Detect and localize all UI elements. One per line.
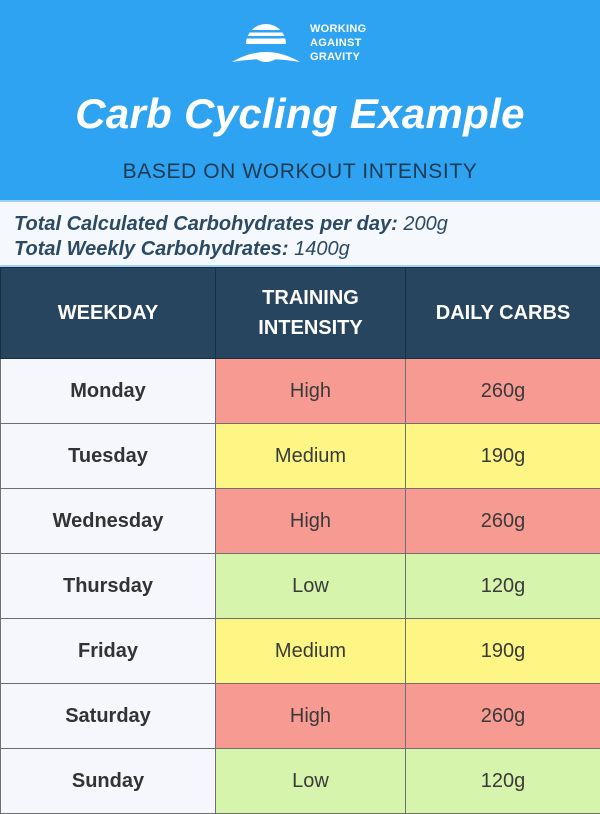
column-header-daily-carbs: DAILY CARBS	[406, 268, 600, 359]
carbs-cell: 260g	[406, 359, 600, 424]
column-header-weekday: WEEKDAY	[1, 268, 216, 359]
weekly-total-label: Total Weekly Carbohydrates:	[14, 238, 289, 260]
weekday-cell: Tuesday	[1, 424, 216, 489]
header-banner: WORKING AGAINST GRAVITY Carb Cycling Exa…	[0, 0, 600, 200]
intensity-cell: High	[216, 489, 406, 554]
column-header-line: TRAINING	[216, 283, 405, 313]
carbs-cell: 120g	[406, 749, 600, 814]
working-against-gravity-logo-icon	[230, 18, 302, 68]
table-header-row: WEEKDAY TRAINING INTENSITY DAILY CARBS	[1, 268, 600, 359]
logo-line-3: GRAVITY	[310, 50, 366, 64]
intensity-cell: High	[216, 684, 406, 749]
logo-line-2: AGAINST	[310, 36, 366, 50]
daily-total-label: Total Calculated Carbohydrates per day:	[14, 213, 398, 235]
carbs-cell: 120g	[406, 554, 600, 619]
daily-total-value: 200g	[403, 213, 448, 235]
logo-line-1: WORKING	[310, 22, 366, 36]
intensity-cell: Low	[216, 749, 406, 814]
weekly-total-line: Total Weekly Carbohydrates: 1400g	[14, 237, 586, 262]
intensity-cell: Medium	[216, 619, 406, 684]
carb-cycling-table: WEEKDAY TRAINING INTENSITY DAILY CARBS M…	[0, 267, 600, 814]
weekday-cell: Thursday	[1, 554, 216, 619]
weekday-cell: Sunday	[1, 749, 216, 814]
carbs-cell: 190g	[406, 619, 600, 684]
column-header-line: INTENSITY	[216, 313, 405, 343]
weekday-cell: Monday	[1, 359, 216, 424]
intensity-cell: Medium	[216, 424, 406, 489]
weekly-total-value: 1400g	[294, 238, 350, 260]
weekday-cell: Wednesday	[1, 489, 216, 554]
daily-total-line: Total Calculated Carbohydrates per day: …	[14, 212, 586, 237]
carbs-cell: 190g	[406, 424, 600, 489]
carbs-cell: 260g	[406, 684, 600, 749]
intensity-cell: High	[216, 359, 406, 424]
weekday-cell: Saturday	[1, 684, 216, 749]
intensity-cell: Low	[216, 554, 406, 619]
carb-summary: Total Calculated Carbohydrates per day: …	[0, 200, 600, 267]
page-subtitle: BASED ON WORKOUT INTENSITY	[0, 160, 600, 184]
brand-logo: WORKING AGAINST GRAVITY	[230, 18, 366, 68]
page-title: Carb Cycling Example	[0, 90, 600, 138]
column-header-training-intensity: TRAINING INTENSITY	[216, 268, 406, 359]
carbs-cell: 260g	[406, 489, 600, 554]
weekday-cell: Friday	[1, 619, 216, 684]
